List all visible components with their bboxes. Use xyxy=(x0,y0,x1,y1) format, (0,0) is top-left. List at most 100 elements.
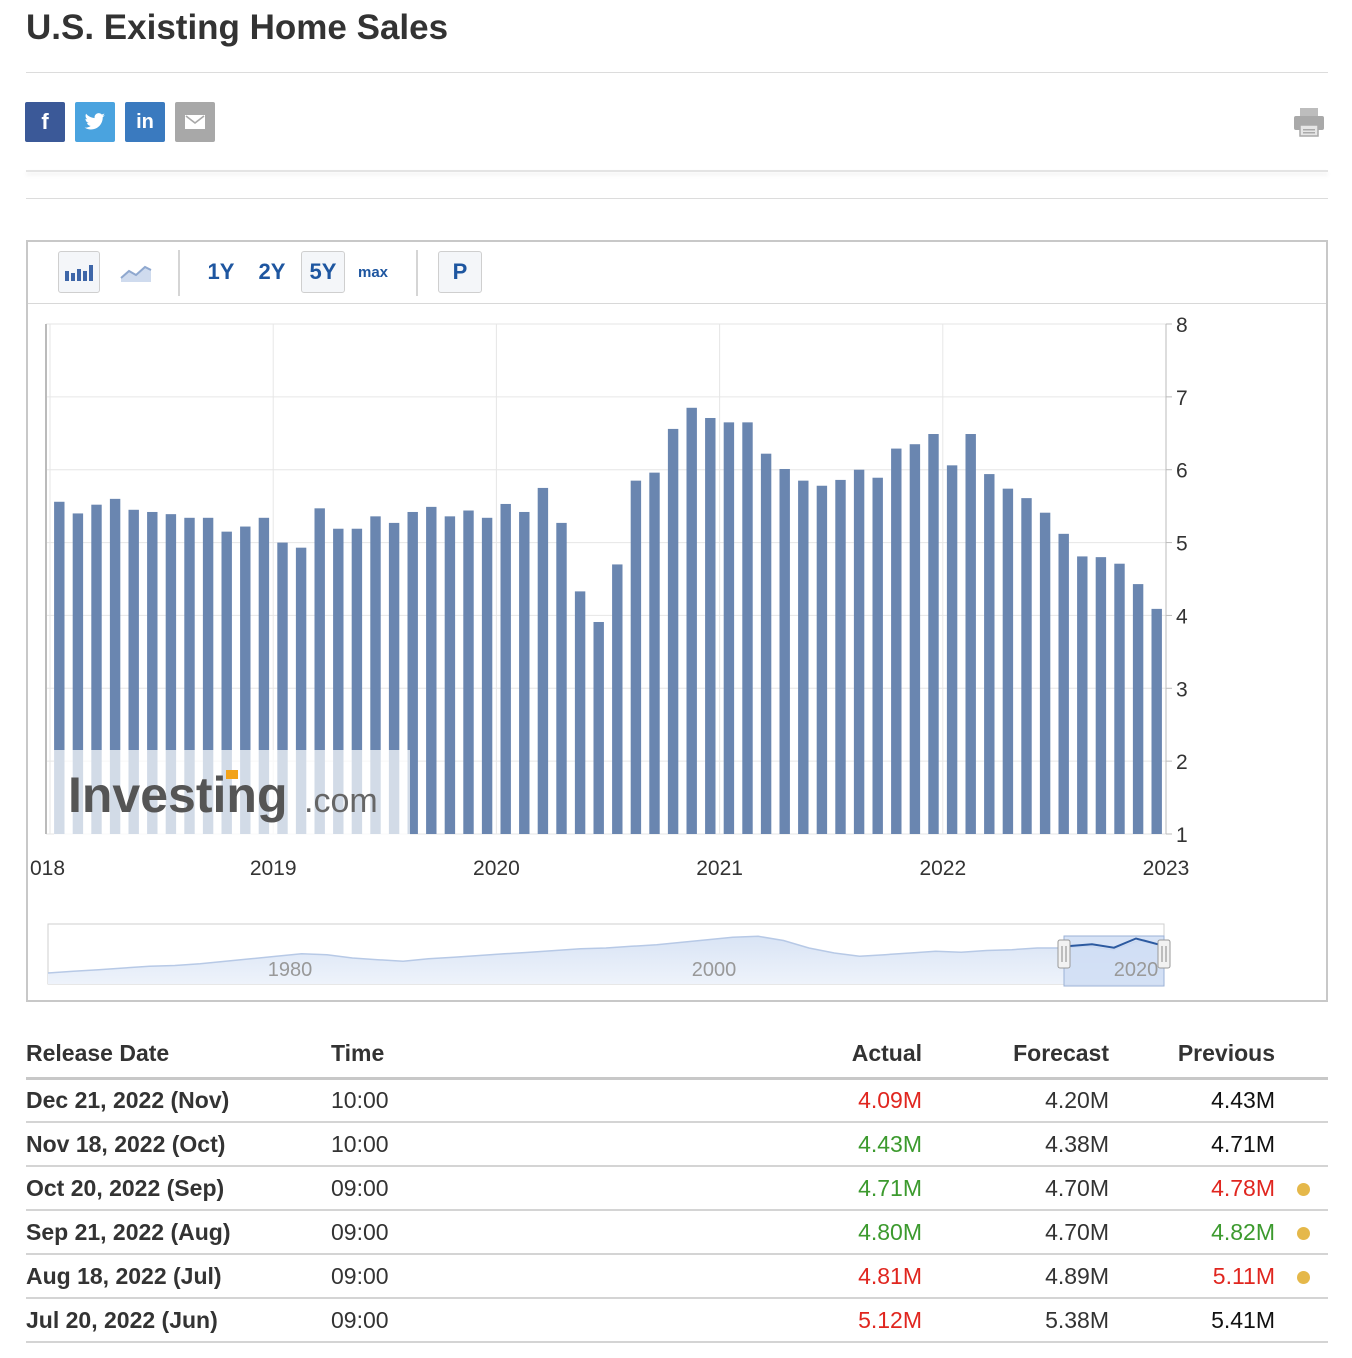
release-date-cell: Sep 21, 2022 (Aug) xyxy=(26,1210,331,1255)
actual-cell: 4.43M xyxy=(731,1122,922,1167)
revised-cell xyxy=(1275,1078,1328,1123)
forecast-cell: 4.70M xyxy=(922,1166,1109,1211)
bar xyxy=(258,517,270,834)
watermark-band xyxy=(54,750,410,836)
bar xyxy=(537,487,549,834)
actual-cell: 4.80M xyxy=(731,1210,922,1255)
release-date-cell: Oct 20, 2022 (Sep) xyxy=(26,1166,331,1211)
toolbar-separator xyxy=(178,250,180,296)
bar xyxy=(946,465,958,834)
bar xyxy=(165,514,177,834)
email-icon xyxy=(185,115,205,129)
previous-cell: 5.41M xyxy=(1109,1298,1275,1343)
watermark-accent-icon xyxy=(226,770,238,779)
forecast-cell: 4.89M xyxy=(922,1254,1109,1299)
bar xyxy=(500,503,511,834)
range-max-button[interactable]: max xyxy=(352,251,394,293)
p-label: P xyxy=(452,259,468,284)
table-body: Dec 21, 2022 (Nov) 10:00 4.09M 4.20M 4.43M No… xyxy=(26,1078,1328,1343)
previous-cell: 4.82M xyxy=(1109,1210,1275,1255)
bar xyxy=(109,498,121,834)
range-5y-button[interactable]: 5Y xyxy=(301,251,345,293)
bar xyxy=(779,468,790,834)
table-row: Aug 18, 2022 (Jul) 09:00 4.81M 4.89M 5.11M xyxy=(26,1254,1328,1299)
revised-dot-icon[interactable] xyxy=(1297,1182,1310,1196)
time-cell: 09:00 xyxy=(331,1210,731,1255)
previous-cell: 4.43M xyxy=(1109,1078,1275,1123)
bar-chart: Investing .com 1 2 3 4 5 6 7 8 018 2019 2020 2021 20… xyxy=(30,314,1189,987)
col-actual[interactable]: Actual xyxy=(731,1030,922,1080)
twitter-share-button[interactable] xyxy=(75,102,115,142)
y-tick-label: 6 xyxy=(1176,460,1188,483)
bar xyxy=(1114,563,1125,834)
release-date-cell: Nov 18, 2022 (Oct) xyxy=(26,1122,331,1167)
x-tick-label: 2020 xyxy=(473,857,520,880)
bar xyxy=(760,453,772,834)
time-cell: 09:00 xyxy=(331,1166,731,1211)
bar xyxy=(630,480,642,834)
time-cell: 10:00 xyxy=(331,1122,731,1167)
bar xyxy=(277,542,288,834)
forecast-cell: 4.20M xyxy=(922,1078,1109,1123)
release-date-cell: Aug 18, 2022 (Jul) xyxy=(26,1254,331,1299)
revised-dot-icon[interactable] xyxy=(1297,1270,1310,1284)
x-tick-label: 2019 xyxy=(250,857,297,880)
linkedin-share-button[interactable]: in xyxy=(125,102,165,142)
watermark: Investing .com xyxy=(54,750,410,836)
facebook-share-button[interactable]: f xyxy=(25,102,65,142)
bar xyxy=(1039,512,1051,834)
bar xyxy=(481,517,493,834)
col-previous[interactable]: Previous xyxy=(1109,1030,1275,1080)
bar xyxy=(463,510,474,834)
y-tick-label: 3 xyxy=(1176,678,1188,701)
bar xyxy=(240,526,251,834)
bar-chart-toggle[interactable] xyxy=(58,251,100,293)
actual-cell: 5.12M xyxy=(731,1298,922,1343)
bar xyxy=(388,522,400,834)
bar xyxy=(147,511,158,834)
bar xyxy=(333,528,344,834)
bar xyxy=(593,621,604,834)
x-tick-label: 2021 xyxy=(696,857,743,880)
range-1y-button[interactable]: 1Y xyxy=(200,251,242,293)
watermark-text: Investing xyxy=(68,767,287,823)
y-axis: 1 2 3 4 5 6 7 8 xyxy=(1166,314,1188,847)
watermark-suffix: .com xyxy=(304,782,378,820)
table-row: Oct 20, 2022 (Sep) 09:00 4.71M 4.70M 4.78M xyxy=(26,1166,1328,1211)
previous-cell: 4.71M xyxy=(1109,1122,1275,1167)
actual-cell: 4.81M xyxy=(731,1254,922,1299)
navigator-handle-icon[interactable] xyxy=(1157,939,1171,969)
y-tick-label: 7 xyxy=(1176,387,1188,410)
print-icon[interactable] xyxy=(1292,106,1326,138)
bar xyxy=(444,516,456,834)
col-time[interactable]: Time xyxy=(331,1030,731,1080)
email-share-button[interactable] xyxy=(175,102,215,142)
section-divider xyxy=(26,198,1328,199)
revised-dot-icon[interactable] xyxy=(1297,1226,1310,1240)
bar xyxy=(928,434,939,834)
navigator-label: 2020 xyxy=(1114,959,1159,981)
toolbar-separator xyxy=(416,250,418,296)
range-label: 1Y xyxy=(207,259,235,284)
bar xyxy=(556,522,567,834)
range-2y-button[interactable]: 2Y xyxy=(251,251,293,293)
bar xyxy=(872,477,883,834)
actual-cell: 4.09M xyxy=(731,1078,922,1123)
bar xyxy=(667,428,679,834)
range-label: max xyxy=(357,263,389,281)
col-forecast[interactable]: Forecast xyxy=(922,1030,1109,1080)
x-tick-label: 2022 xyxy=(919,857,966,880)
bar xyxy=(1058,533,1069,834)
navigator[interactable]: 1980 2000 2020 xyxy=(47,923,1171,987)
bar xyxy=(612,564,623,834)
navigator-handle-icon[interactable] xyxy=(1057,939,1071,969)
revised-cell xyxy=(1275,1166,1328,1211)
col-release-date[interactable]: Release Date xyxy=(26,1030,331,1080)
bar xyxy=(835,479,846,834)
area-chart-toggle[interactable] xyxy=(114,251,158,293)
x-axis: 018 2019 2020 2021 2022 2023 xyxy=(30,857,1189,880)
bar xyxy=(816,485,828,834)
table-row: Jul 20, 2022 (Jun) 09:00 5.12M 5.38M 5.41M xyxy=(26,1298,1328,1343)
bar xyxy=(72,513,84,834)
p-button[interactable]: P xyxy=(438,251,482,293)
